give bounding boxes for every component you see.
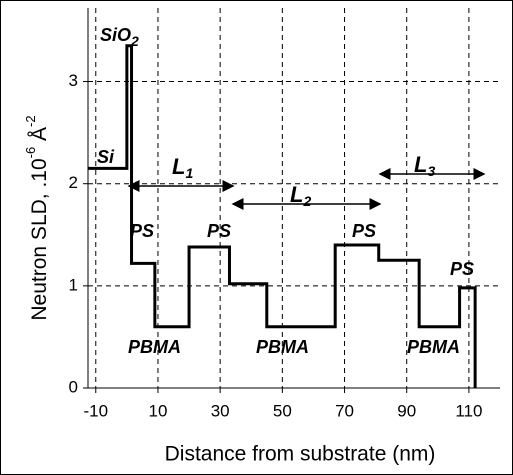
annotation-text: L: [172, 154, 185, 179]
x-tick-label: 70: [335, 401, 354, 420]
y-axis-label: Neutron SLD, .10-6 Å-2: [23, 115, 50, 320]
annotation-text: PS: [352, 221, 376, 241]
y-tick-label: 0: [69, 377, 78, 396]
annotation: SiO2: [100, 25, 139, 49]
annotation-text: PS: [207, 221, 231, 241]
annotation: PS: [450, 259, 474, 279]
annotation-sub: 3: [427, 163, 435, 179]
annotation: Si: [97, 147, 115, 167]
annotation: PBMA: [407, 337, 460, 357]
y-label-text: Neutron SLD, .10: [28, 158, 51, 320]
annotation: PS: [207, 221, 231, 241]
y-tick-label: 3: [69, 71, 78, 90]
annotation: PBMA: [128, 337, 181, 357]
y-tick-label: 2: [69, 173, 78, 192]
y-label-unit: Å: [28, 127, 51, 147]
x-tick-label: 10: [149, 401, 168, 420]
x-tick-label: 110: [455, 401, 482, 420]
annotation: L1: [172, 154, 193, 181]
annotation-text: PBMA: [407, 337, 460, 357]
x-tick-label: 30: [211, 401, 230, 420]
annotation-text: SiO: [100, 25, 131, 45]
annotation-sub: 2: [130, 33, 139, 49]
annotation-sub: 2: [302, 193, 311, 209]
annotation-text: L: [290, 182, 303, 207]
y-label-sup: -6: [23, 147, 38, 159]
annotation-text: PBMA: [256, 337, 309, 357]
x-tick-label: -10: [83, 401, 108, 420]
annotation-text: PBMA: [128, 337, 181, 357]
annotation-text: PS: [130, 221, 154, 241]
annotation: PS: [130, 221, 154, 241]
annotation-text: L: [414, 152, 427, 177]
x-tick-label: 90: [397, 401, 416, 420]
x-axis-label: Distance from substrate (nm): [165, 443, 436, 466]
annotation: PS: [352, 221, 376, 241]
annotation-sub: 1: [185, 165, 193, 181]
annotation-text: Si: [97, 147, 115, 167]
y-tick-label: 1: [69, 275, 78, 294]
x-tick-label: 50: [273, 401, 292, 420]
y-label-sup: -2: [23, 115, 38, 127]
annotation: PBMA: [256, 337, 309, 357]
annotation-text: PS: [450, 259, 474, 279]
